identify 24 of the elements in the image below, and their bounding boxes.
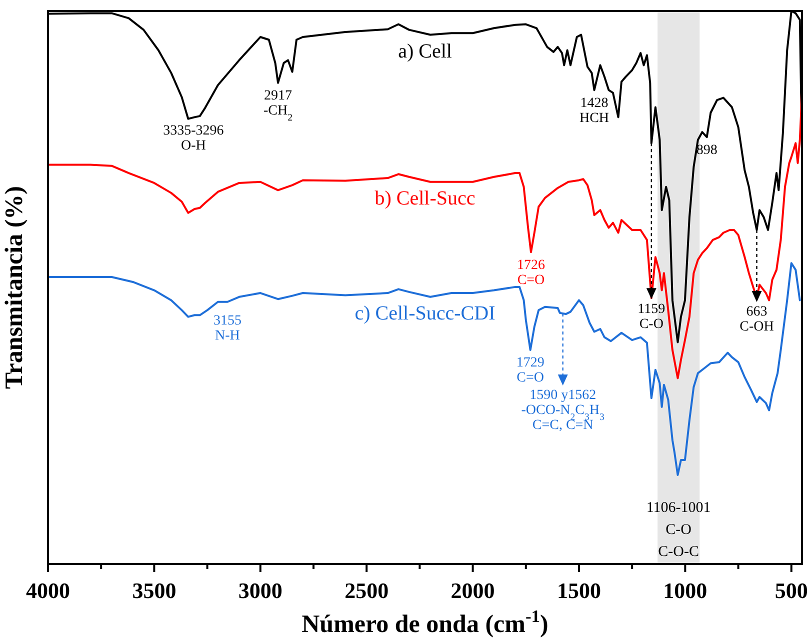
x-tick-label: 4000 — [26, 578, 70, 603]
x-tick-label: 500 — [774, 578, 808, 603]
annotation: 3335-3296 O-H — [163, 123, 224, 154]
annotation: 663 C-OH — [740, 304, 774, 335]
series-label: a) Cell — [398, 40, 452, 63]
x-tick-label: 1000 — [663, 578, 708, 603]
x-tick-label: 2500 — [344, 578, 389, 603]
annotation: 1159 C-O — [638, 302, 666, 332]
y-axis-title: Transmitancia (%) — [1, 186, 28, 389]
annotation: 898 — [696, 142, 718, 158]
x-tick-label: 3000 — [238, 578, 282, 603]
x-axis-title: Número de onda (cm$^{-1}$) — [302, 606, 548, 638]
x-tick-label: 2000 — [450, 578, 495, 603]
annotation: 1729 C=O — [516, 356, 544, 386]
annotation: 1590 y1562 -OCO-N$_{2}$C$_{3}$H$_{3}$ C=C, C=N — [521, 388, 605, 434]
band-label: 1106-1001 C-O C-O-C — [646, 500, 711, 560]
x-tick-label: 1500 — [556, 578, 601, 603]
series-label: c) Cell-Succ-CDI — [354, 302, 496, 325]
x-tick-label: 3500 — [132, 578, 176, 603]
annotation: 2917 -CH$_{2}$ — [264, 88, 293, 124]
series-label: b) Cell-Succ — [374, 188, 476, 210]
annotation: 1726 C=O — [516, 258, 545, 288]
annotation: 3155 N-H — [213, 314, 242, 344]
annotation: 1428 HCH — [579, 96, 610, 126]
